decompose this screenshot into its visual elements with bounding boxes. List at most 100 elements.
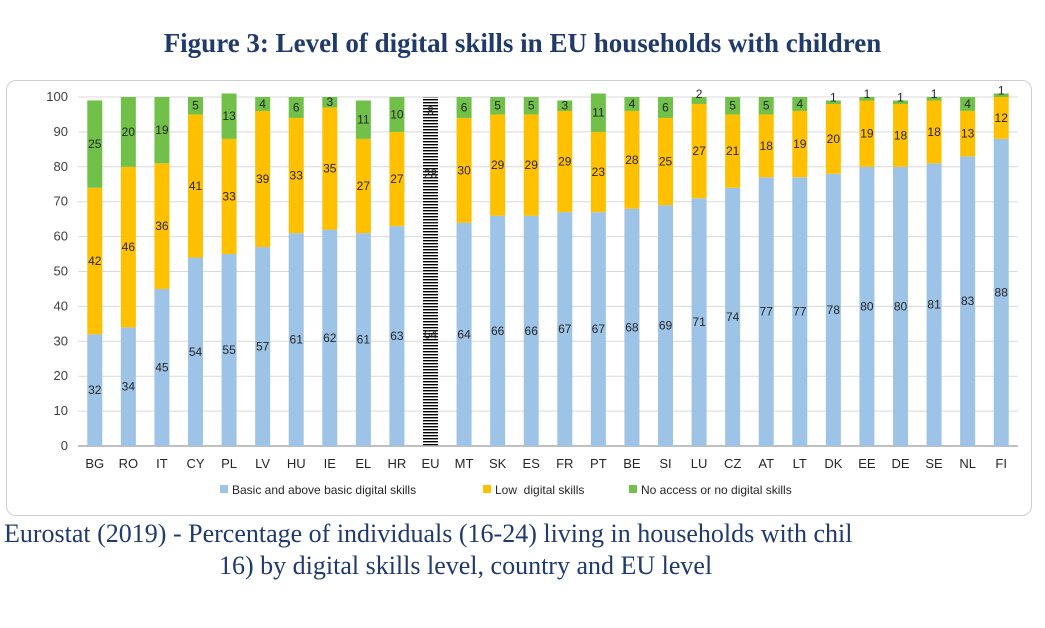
y-tick-label: 100: [46, 89, 68, 104]
data-label: 20: [122, 125, 136, 139]
bar-lu-series-3: [691, 97, 707, 104]
bar-fi-series-3: [993, 93, 1009, 97]
data-label: 66: [525, 324, 539, 338]
bar-ie-series-1: [322, 229, 338, 446]
axes: 0 10 20 30 40 50 60 70 80 90 100 BG RO IT CY PL LV HU IE EL…: [46, 89, 1018, 471]
bar-cy-series-2: [188, 114, 203, 258]
data-label: 18: [760, 139, 774, 153]
data-label: 69: [659, 319, 673, 333]
data-label: 1: [998, 84, 1005, 98]
bar-mt-series-1: [456, 222, 472, 446]
bar-be-series-1: [624, 208, 640, 446]
bar-cz-series-2: [725, 114, 741, 188]
bar-bg-series-1: [87, 334, 103, 446]
data-label: 29: [558, 155, 572, 169]
data-label: 34: [122, 380, 136, 394]
x-tick-label: IT: [156, 456, 168, 471]
bar-pl-series-3: [221, 93, 237, 139]
data-label: 20: [827, 132, 841, 146]
data-label: 29: [491, 158, 505, 172]
bar-at-series-1: [758, 177, 774, 446]
data-label: 29: [525, 158, 539, 172]
data-label: 57: [256, 340, 270, 354]
data-label: 27: [692, 144, 706, 158]
legend-label: No access or no digital skills: [641, 483, 792, 497]
gridlines: [78, 96, 1018, 412]
bar-ro-series-1: [120, 327, 136, 446]
bar-se-series-3: [926, 97, 942, 101]
data-label: 28: [625, 153, 639, 167]
data-label: 55: [222, 343, 236, 357]
bar-dk-series-1: [825, 173, 841, 446]
y-tick-label: 40: [54, 298, 68, 313]
data-label: 6: [293, 100, 300, 114]
bar-el-series-2: [355, 138, 371, 234]
data-label: 12: [995, 111, 1009, 125]
data-label: 64: [457, 327, 471, 341]
data-label: 81: [927, 298, 941, 312]
data-label: 25: [88, 137, 102, 151]
bar-hr-series-2: [389, 131, 405, 227]
data-label: 61: [290, 333, 304, 347]
bar-lt-series-3: [792, 97, 808, 111]
figure-caption: Eurostat (2019) - Percentage of individu…: [0, 518, 1045, 582]
x-tick-label: HU: [287, 456, 306, 471]
bar-pl-series-1: [221, 254, 237, 446]
x-tick-label: NL: [959, 456, 976, 471]
data-label: 64: [424, 327, 438, 341]
bar-es-series-2: [523, 114, 539, 216]
data-label: 1: [864, 87, 871, 101]
bar-de-series-1: [893, 166, 908, 447]
bar-at-series-2: [758, 114, 774, 178]
data-label: 5: [192, 99, 199, 113]
data-label: 3: [326, 95, 333, 109]
bar-ro-series-2: [120, 166, 136, 328]
bar-pt-series-3: [590, 93, 606, 132]
data-label: 45: [155, 360, 169, 374]
caption-line-2: 16) by digital skills level, country and…: [219, 551, 713, 580]
bar-el-series-1: [355, 233, 371, 446]
data-label: 4: [259, 97, 266, 111]
x-tick-label: CY: [186, 456, 204, 471]
bars: [87, 93, 1009, 447]
bar-fr-series-1: [557, 212, 573, 446]
x-tick-label: BE: [623, 456, 641, 471]
bar-el-series-3: [355, 100, 371, 139]
bar-se-series-1: [926, 163, 942, 446]
y-tick-label: 30: [54, 333, 68, 348]
bar-sk-series-1: [490, 215, 506, 446]
data-label: 62: [323, 331, 337, 345]
data-label: 32: [88, 383, 102, 397]
data-label: 33: [290, 169, 304, 183]
data-label: 6: [461, 100, 468, 114]
data-label: 78: [827, 303, 841, 317]
data-label: 18: [894, 128, 908, 142]
bar-hr-series-1: [389, 226, 405, 446]
x-tick-label: SK: [489, 456, 507, 471]
y-tick-label: 10: [54, 403, 68, 418]
bar-es-series-1: [523, 215, 539, 446]
bar-bg-series-3: [87, 100, 103, 188]
bar-cz-series-1: [725, 187, 741, 447]
x-tick-label: ES: [523, 456, 541, 471]
y-tick-label: 70: [54, 194, 68, 209]
data-label: 77: [793, 305, 807, 319]
bar-si-series-1: [658, 205, 673, 446]
x-tick-label: BG: [85, 456, 104, 471]
bar-lu-series-1: [691, 198, 707, 446]
data-label: 27: [390, 172, 404, 186]
bar-ie-series-3: [322, 97, 338, 108]
data-label: 66: [491, 324, 505, 338]
bar-hu-series-1: [288, 233, 304, 446]
legend-label: Low digital skills: [495, 483, 584, 497]
data-label: 39: [256, 172, 270, 186]
bar-si-series-2: [658, 117, 673, 206]
data-label: 80: [894, 299, 908, 313]
data-labels: 3242253446204536195441555331357394613366…: [88, 84, 1008, 398]
bar-si-series-3: [658, 97, 673, 118]
bar-ee-series-3: [859, 97, 875, 101]
data-label: 61: [357, 333, 371, 347]
x-tick-label: CZ: [724, 456, 741, 471]
bar-nl-series-1: [960, 156, 976, 446]
data-label: 11: [357, 113, 370, 127]
